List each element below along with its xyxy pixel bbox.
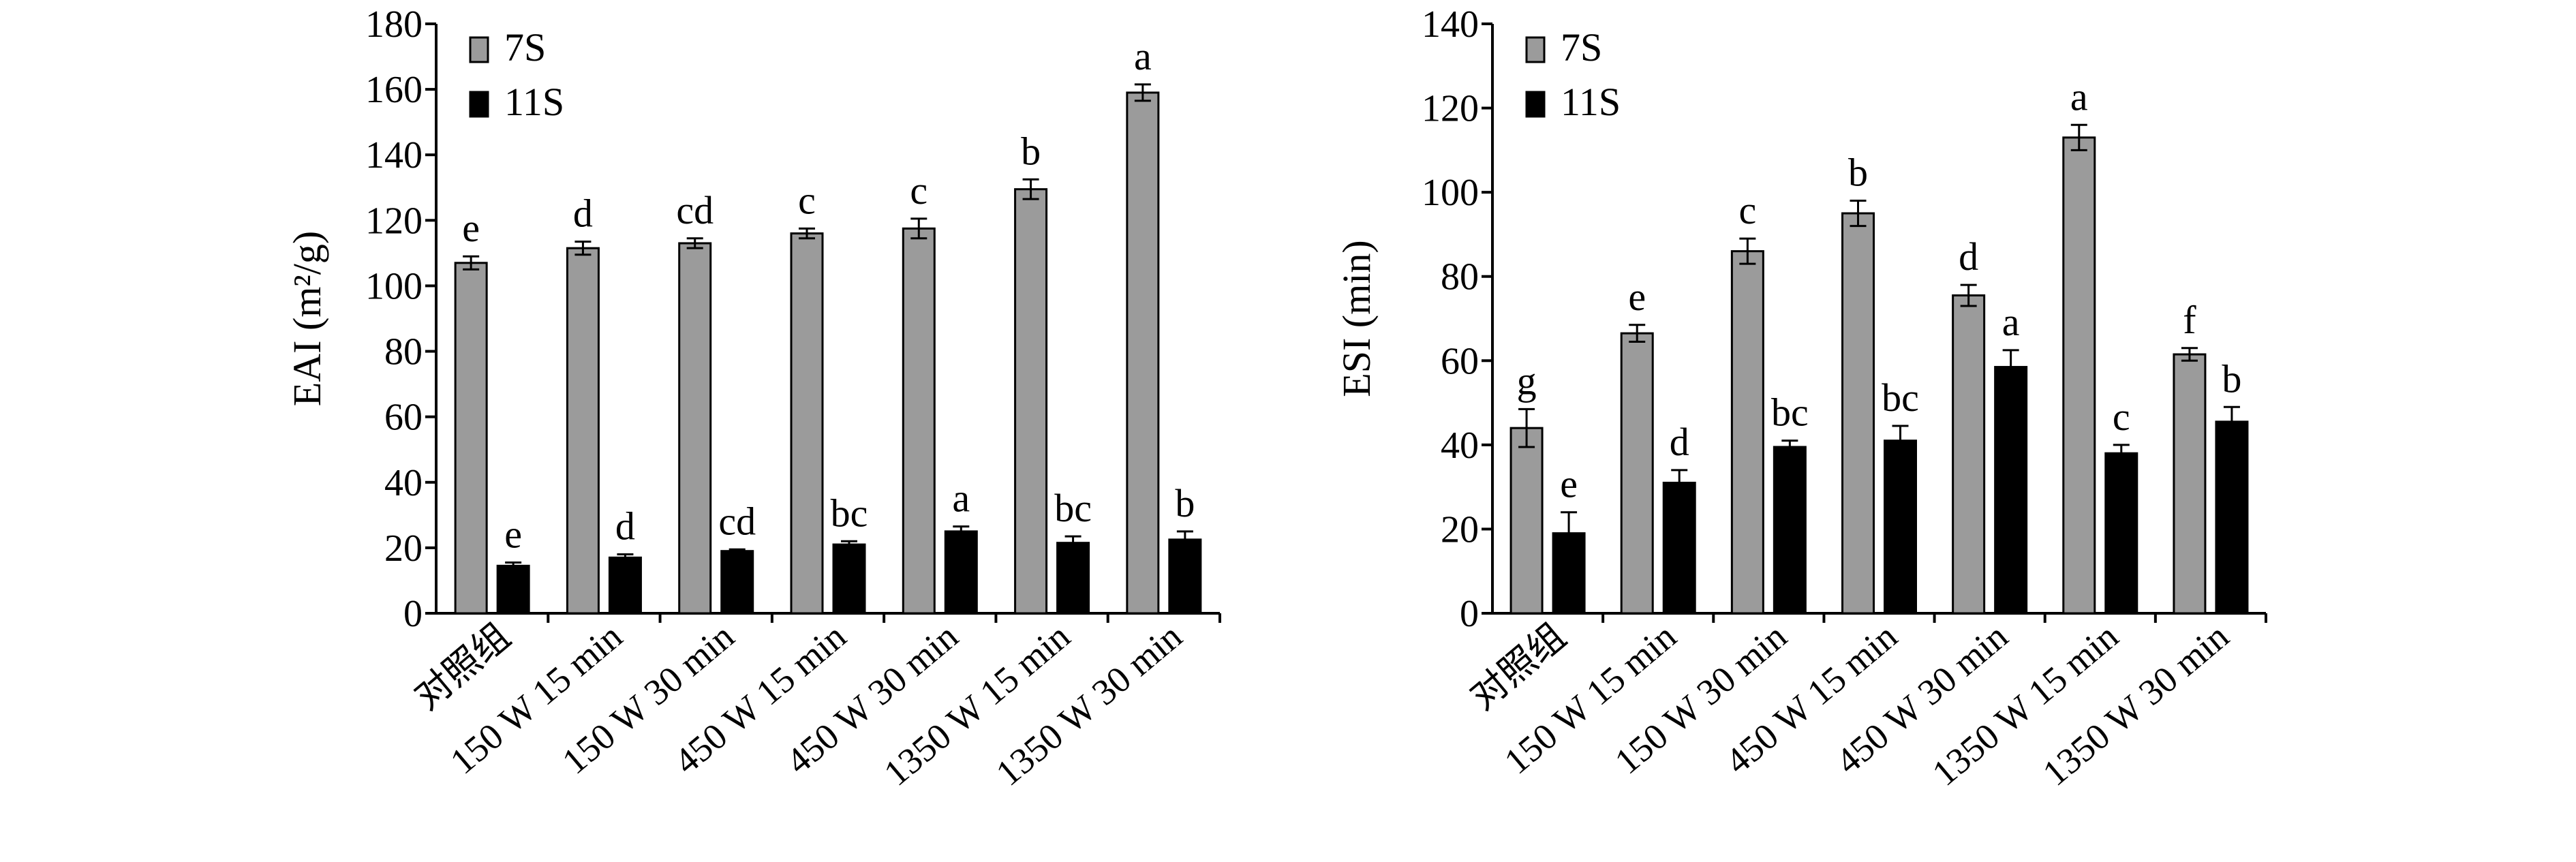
significance-label: e — [462, 206, 480, 250]
bar-7s — [1126, 91, 1160, 615]
y-tick-label: 100 — [1422, 172, 1479, 214]
significance-label: c — [1738, 188, 1756, 232]
significance-label: cd — [676, 188, 714, 232]
significance-label: b — [1021, 129, 1041, 173]
significance-label: a — [1134, 34, 1152, 78]
y-tick-label: 40 — [1441, 425, 1479, 467]
y-tick-label: 0 — [1460, 593, 1479, 635]
significance-label: d — [615, 504, 635, 549]
category-label: 1350 W 15 min — [1925, 615, 2126, 794]
bar-7s — [566, 247, 600, 615]
bar-11s — [1056, 542, 1090, 615]
bar-11s — [1994, 366, 2028, 615]
y-tick-label: 140 — [365, 134, 423, 176]
y-tick-label: 60 — [384, 397, 423, 439]
bar-11s — [1884, 440, 1917, 615]
significance-label: bc — [1882, 375, 1919, 420]
y-tick-label: 80 — [1441, 256, 1479, 298]
significance-label: a — [2070, 74, 2088, 119]
y-tick-label: 180 — [365, 3, 423, 46]
category-label: 1350 W 15 min — [876, 615, 1078, 794]
legend-swatch — [1525, 91, 1546, 118]
bar-7s — [2062, 136, 2096, 615]
significance-label: c — [798, 178, 816, 222]
bar-7s — [454, 262, 488, 615]
significance-label: b — [1175, 481, 1195, 525]
y-tick-label: 0 — [403, 593, 423, 635]
bar-7s — [1952, 294, 1986, 615]
significance-label: e — [504, 512, 522, 557]
bar-7s — [678, 242, 712, 615]
significance-label: g — [1517, 358, 1537, 403]
bar-7s — [1620, 332, 1654, 615]
bar-11s — [1168, 538, 1202, 615]
y-axis-title: ESI (min) — [1334, 240, 1379, 397]
significance-label: a — [2002, 300, 2020, 344]
y-tick-label: 160 — [365, 69, 423, 111]
significance-label: b — [1848, 151, 1868, 195]
bar-7s — [1014, 188, 1048, 615]
significance-label: b — [2222, 356, 2241, 401]
significance-label: d — [1670, 420, 1689, 464]
significance-label: a — [952, 476, 970, 521]
significance-label: e — [1560, 462, 1578, 506]
bar-7s — [1841, 212, 1875, 615]
bar-7s — [790, 232, 824, 615]
legend-swatch — [469, 91, 489, 118]
significance-label: c — [910, 168, 927, 213]
legend-label: 11S — [504, 80, 564, 124]
significance-label: cd — [718, 499, 756, 543]
significance-label: bc — [831, 491, 868, 535]
significance-label: d — [573, 191, 593, 236]
bar-11s — [2215, 420, 2249, 615]
y-tick-label: 60 — [1441, 340, 1479, 382]
legend-label: 7S — [504, 25, 546, 70]
significance-label: c — [2113, 395, 2130, 439]
bar-7s — [2173, 353, 2207, 615]
significance-label: d — [1959, 234, 1978, 279]
legend-label: 11S — [1561, 80, 1621, 124]
y-tick-label: 40 — [384, 462, 423, 504]
bar-11s — [944, 530, 978, 615]
y-tick-label: 80 — [384, 331, 423, 373]
bar-11s — [832, 543, 866, 615]
significance-label: e — [1628, 275, 1646, 319]
y-tick-label: 100 — [365, 265, 423, 307]
bar-7s — [1509, 427, 1544, 615]
bar-7s — [902, 227, 936, 615]
legend-swatch — [1525, 36, 1546, 63]
y-tick-label: 120 — [365, 200, 423, 242]
bar-7s — [1730, 250, 1764, 615]
legend-swatch — [469, 36, 489, 63]
bar-11s — [1662, 481, 1696, 615]
y-tick-label: 20 — [1441, 508, 1479, 551]
category-label: 1350 W 30 min — [988, 615, 1190, 794]
bar-11s — [496, 564, 530, 615]
significance-label: f — [2183, 298, 2196, 342]
y-tick-label: 20 — [384, 527, 423, 570]
legend-label: 7S — [1561, 25, 1602, 70]
bar-11s — [608, 556, 642, 615]
y-axis-title: EAI (m²/g) — [285, 231, 329, 406]
bar-11s — [1773, 446, 1807, 615]
bar-11s — [720, 550, 754, 615]
category-label: 1350 W 30 min — [2035, 615, 2237, 794]
bar-11s — [2104, 452, 2138, 615]
significance-label: bc — [1054, 486, 1092, 530]
y-tick-label: 140 — [1422, 3, 1479, 46]
significance-label: bc — [1771, 390, 1809, 435]
y-tick-label: 120 — [1422, 88, 1479, 130]
